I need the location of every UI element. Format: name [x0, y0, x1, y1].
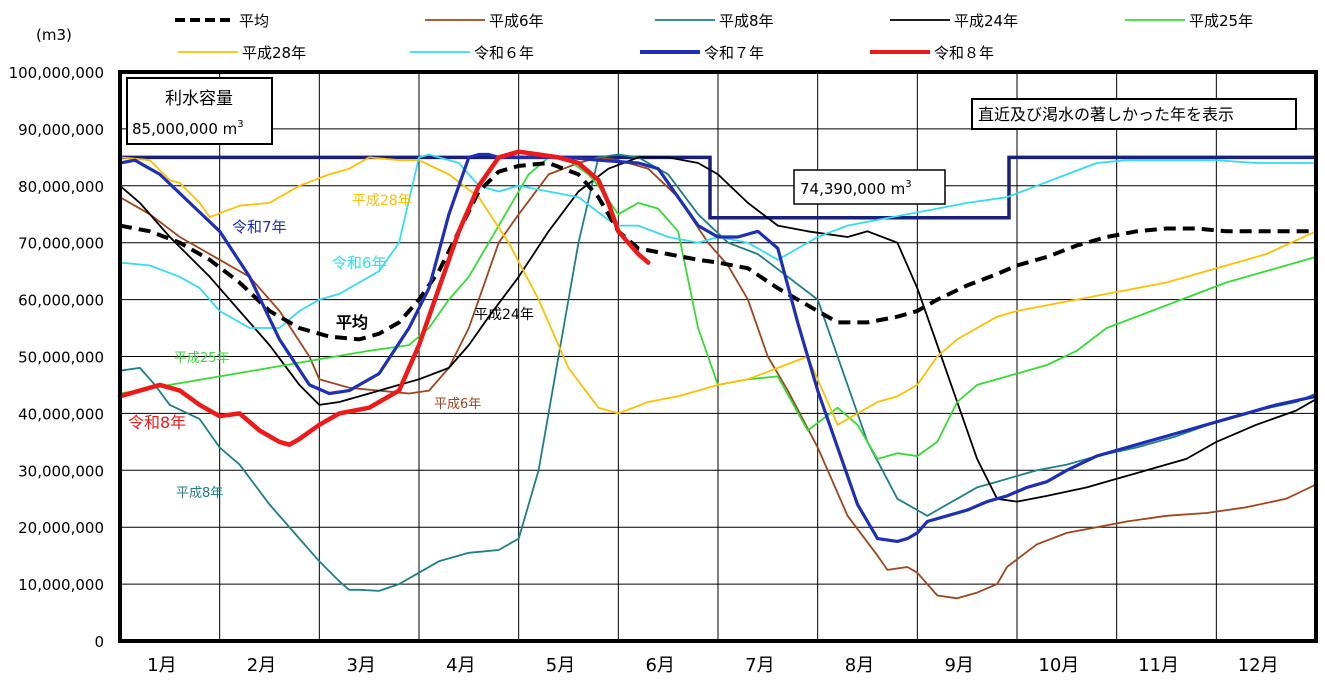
x-tick-label: 4月: [446, 655, 475, 676]
legend-label-h24: 平成24年: [954, 12, 1018, 30]
capacity-line: [120, 155, 1316, 220]
series-line-average: [119, 160, 1316, 342]
legend-label-average: 平均: [239, 12, 269, 30]
y-tick-label: 90,000,000: [18, 121, 104, 139]
series-label-h8: 平成8年: [176, 486, 223, 501]
y-tick-label: 60,000,000: [18, 292, 104, 310]
legend-label-r7: 令和７年: [704, 44, 764, 62]
legend-label-r6: 令和６年: [474, 44, 534, 62]
limited-capacity-value: 74,390,000 m3: [800, 179, 912, 198]
y-tick-label: 30,000,000: [18, 462, 104, 480]
series-label-r6: 令和6年: [332, 254, 387, 272]
y-tick-label: 50,000,000: [18, 349, 104, 367]
y-tick-label: 0: [94, 633, 104, 651]
y-axis-ticks: 0 10,000,000 20,000,000 30,000,000 40,000,00…: [9, 64, 104, 651]
series-line-h28: [119, 156, 1317, 426]
x-tick-label: 10月: [1038, 655, 1079, 676]
x-tick-label: 6月: [645, 655, 674, 676]
x-tick-label: 1月: [147, 655, 176, 676]
x-tick-label: 7月: [745, 655, 774, 676]
series-line-h6: [119, 156, 1317, 600]
y-tick-label: 80,000,000: [18, 178, 104, 196]
series-line-h24: [119, 156, 1317, 503]
note-text: 直近及び渇水の著しかった年を表示: [978, 105, 1234, 124]
y-tick-label: 10,000,000: [18, 576, 104, 594]
legend-label-h6: 平成6年: [489, 12, 544, 30]
plot-frame: [118, 70, 1318, 643]
series-label-h25: 平成25年: [174, 351, 230, 366]
series-label-h24: 平成24年: [474, 307, 534, 323]
y-tick-label: 20,000,000: [18, 519, 104, 537]
x-tick-label: 2月: [247, 655, 276, 676]
limited-capacity-box: 74,390,000 m3: [793, 169, 946, 205]
y-tick-label: 40,000,000: [18, 405, 104, 423]
x-tick-label: 8月: [845, 655, 874, 676]
x-tick-label: 11月: [1138, 655, 1179, 676]
capacity-box-value: 85,000,000 m3: [132, 119, 244, 138]
series-label-h6: 平成6年: [434, 397, 481, 412]
legend-label-r8: 令和８年: [934, 44, 994, 62]
y-unit-label: (m3): [36, 26, 72, 44]
grid: [120, 72, 1316, 641]
series-label-average: 平均: [336, 313, 368, 332]
y-tick-label: 70,000,000: [18, 235, 104, 253]
series-label-h28: 平成28年: [352, 193, 412, 209]
x-tick-label: 3月: [346, 655, 375, 676]
capacity-box: 利水容量 85,000,000 m3: [126, 77, 273, 145]
capacity-box-title: 利水容量: [165, 89, 233, 109]
y-tick-label: 100,000,000: [9, 64, 104, 82]
series-line-r8: [117, 149, 651, 447]
legend-label-h25: 平成25年: [1189, 12, 1253, 30]
note-box: 直近及び渇水の著しかった年を表示: [971, 98, 1297, 130]
series-lines: [117, 149, 1318, 600]
series-label-r7: 令和7年: [232, 218, 287, 236]
x-tick-label: 12月: [1238, 655, 1279, 676]
x-axis-ticks: 1月 2月 3月 4月 5月 6月 7月 8月 9月 10月 11月 12月: [147, 655, 1279, 676]
x-tick-label: 5月: [546, 655, 575, 676]
legend-label-h28: 平成28年: [242, 44, 306, 62]
series-line-r7: [118, 152, 1318, 544]
legend-label-h8: 平成8年: [719, 12, 774, 30]
series-label-r8: 令和8年: [128, 413, 186, 432]
x-tick-label: 9月: [944, 655, 973, 676]
